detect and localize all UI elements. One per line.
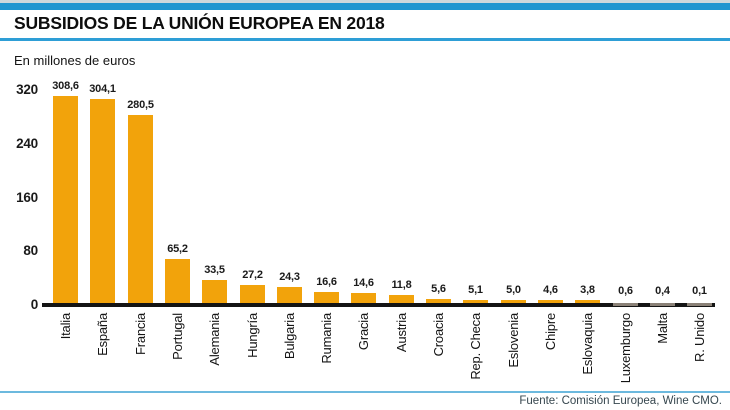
bar-value-label: 33,5 bbox=[204, 264, 225, 276]
bar-value-label: 14,6 bbox=[353, 277, 374, 289]
y-tick-label: 320 bbox=[16, 82, 38, 97]
bar bbox=[240, 285, 265, 303]
x-tick-label: España bbox=[95, 313, 110, 356]
x-tick-label: R. Unido bbox=[692, 313, 707, 362]
bar-value-label: 280,5 bbox=[127, 99, 154, 111]
y-tick-label: 160 bbox=[16, 190, 38, 205]
bar bbox=[90, 99, 115, 303]
x-tick-label: Alemania bbox=[207, 313, 222, 366]
bar-value-label: 308,6 bbox=[52, 80, 79, 92]
x-tick-label: Portugal bbox=[170, 313, 185, 360]
footer-divider bbox=[0, 391, 730, 393]
bar-value-label: 5,6 bbox=[431, 283, 446, 295]
x-tick-label: Austria bbox=[394, 313, 409, 353]
bar bbox=[128, 115, 153, 303]
bar-value-label: 304,1 bbox=[89, 83, 116, 95]
bar bbox=[538, 300, 563, 303]
x-tick-label: Luxemburgo bbox=[618, 313, 633, 384]
bar-value-label: 65,2 bbox=[167, 243, 188, 255]
bar-value-label: 3,8 bbox=[580, 284, 595, 296]
bar bbox=[277, 287, 302, 303]
x-tick-label: Croacia bbox=[431, 313, 446, 357]
x-tick-label: Bulgaria bbox=[282, 313, 297, 360]
header-accent-band bbox=[0, 3, 730, 10]
bar bbox=[687, 303, 712, 306]
bar bbox=[389, 295, 414, 303]
x-tick-label: Chipre bbox=[543, 313, 558, 351]
y-tick-label: 0 bbox=[30, 297, 39, 312]
bar bbox=[202, 280, 227, 303]
x-axis-baseline bbox=[42, 303, 715, 307]
bar-value-label: 5,0 bbox=[506, 284, 521, 296]
y-tick-label: 240 bbox=[16, 136, 38, 151]
bar bbox=[314, 292, 339, 303]
bar bbox=[575, 300, 600, 303]
x-tick-label: Francia bbox=[133, 313, 148, 355]
units-label: En millones de euros bbox=[14, 53, 136, 68]
bar bbox=[53, 96, 78, 303]
x-tick-label: Rumania bbox=[319, 313, 334, 364]
top-strip bbox=[0, 0, 730, 3]
x-tick-label: Eslovenia bbox=[506, 313, 521, 368]
bar-value-label: 16,6 bbox=[316, 276, 337, 288]
bar bbox=[165, 259, 190, 303]
header-divider bbox=[0, 38, 730, 41]
x-tick-label: Italia bbox=[58, 313, 73, 340]
bar bbox=[351, 293, 376, 303]
bar-value-label: 24,3 bbox=[279, 271, 300, 283]
bar-value-label: 0,1 bbox=[692, 285, 707, 297]
bar bbox=[463, 300, 488, 303]
y-tick-label: 80 bbox=[23, 243, 38, 258]
bar-value-label: 0,6 bbox=[618, 285, 633, 297]
bar-value-label: 27,2 bbox=[242, 269, 263, 281]
bar-value-label: 5,1 bbox=[468, 284, 483, 296]
source-credit: Fuente: Comisión Europea, Wine CMO. bbox=[519, 395, 722, 407]
page-title: SUBSIDIOS DE LA UNIÓN EUROPEA EN 2018 bbox=[14, 13, 385, 33]
x-tick-label: Eslovaquia bbox=[580, 313, 595, 375]
x-tick-label: Gracia bbox=[356, 313, 371, 351]
x-tick-label: Rep. Checa bbox=[468, 313, 483, 380]
bar bbox=[650, 303, 675, 306]
x-tick-label: Hungría bbox=[245, 313, 260, 358]
bar-value-label: 0,4 bbox=[655, 285, 670, 297]
bar bbox=[501, 300, 526, 303]
bar bbox=[426, 299, 451, 303]
bar-value-label: 4,6 bbox=[543, 284, 558, 296]
bar-value-label: 11,8 bbox=[391, 279, 412, 291]
x-tick-label: Malta bbox=[655, 313, 670, 344]
bar bbox=[613, 303, 638, 306]
